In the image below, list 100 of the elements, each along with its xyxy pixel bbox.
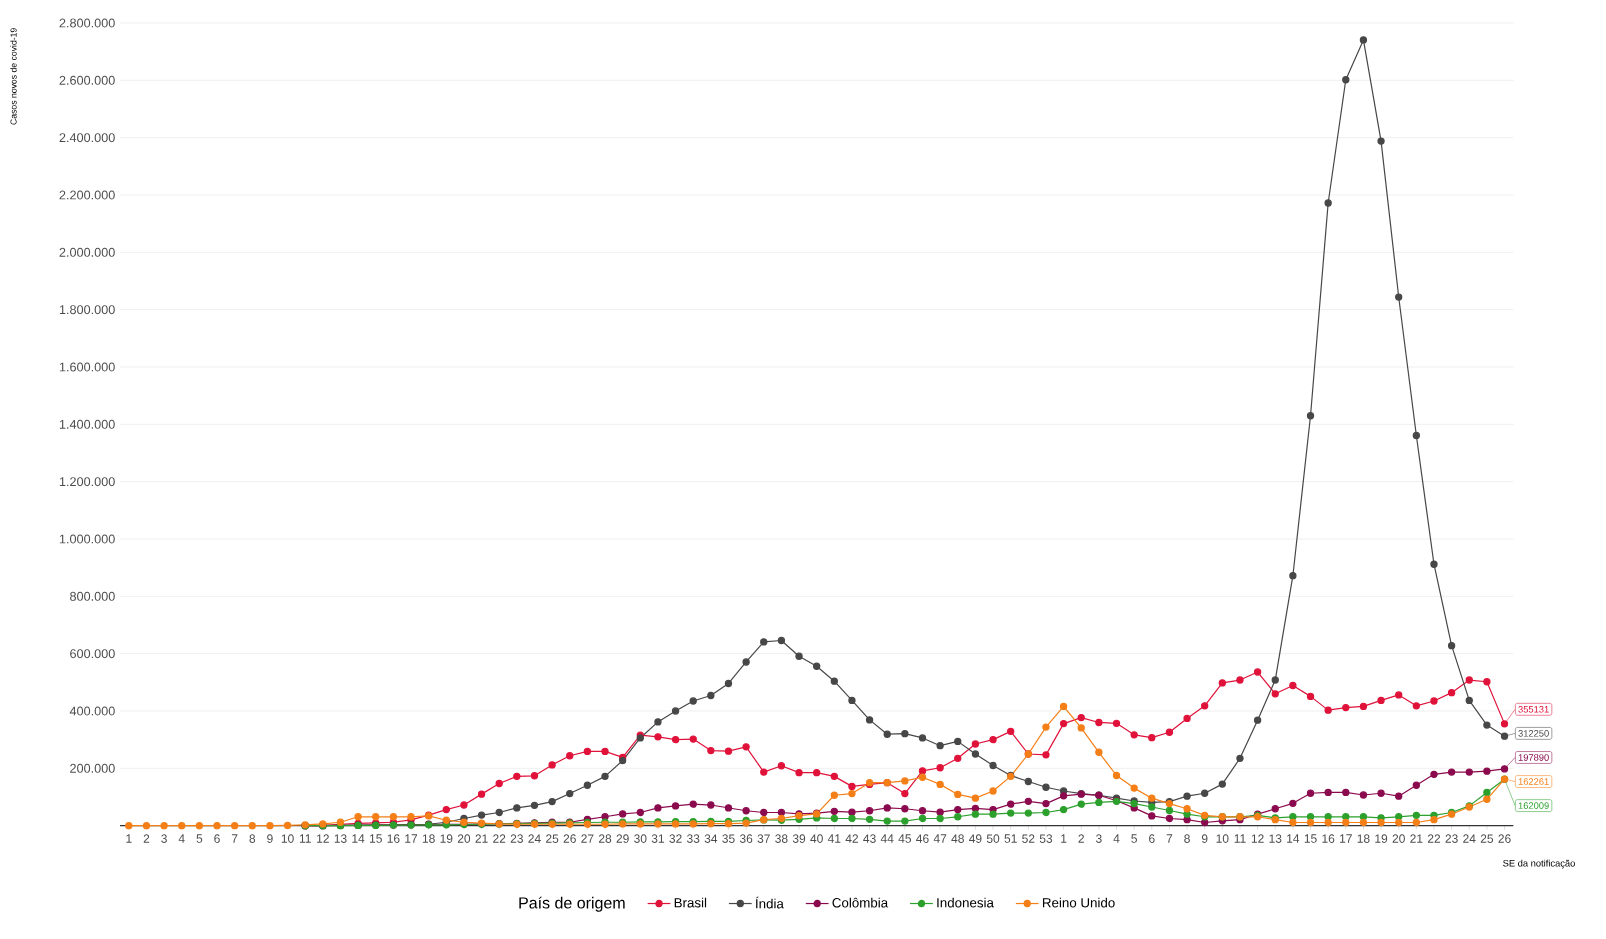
data-label: 355131 bbox=[1518, 706, 1549, 713]
y-tick-label: 200.000 bbox=[70, 763, 115, 773]
x-tick-label: 4 bbox=[178, 834, 185, 843]
x-tick-label: 22 bbox=[493, 834, 506, 843]
x-tick-label: 46 bbox=[916, 834, 929, 843]
x-tick-label: 40 bbox=[810, 834, 823, 843]
x-tick-label: 18 bbox=[1357, 834, 1370, 843]
x-tick-label: 18 bbox=[422, 834, 435, 843]
x-axis-title: SE da notificação bbox=[1503, 859, 1575, 869]
x-tick-label: 38 bbox=[775, 834, 788, 843]
y-tick-label: 1.000.000 bbox=[59, 534, 115, 544]
y-tick-label: 1.400.000 bbox=[59, 419, 115, 429]
x-tick-label: 36 bbox=[739, 834, 753, 843]
x-tick-label: 33 bbox=[687, 834, 700, 843]
x-tick-label: 39 bbox=[792, 834, 806, 843]
x-tick-label: 14 bbox=[352, 834, 365, 843]
x-tick-label: 2 bbox=[143, 834, 150, 843]
y-tick-label: 1.200.000 bbox=[59, 477, 115, 487]
x-tick-label: 37 bbox=[757, 834, 770, 843]
x-tick-label: 29 bbox=[616, 834, 629, 843]
x-tick-label: 17 bbox=[405, 834, 418, 843]
x-tick-label: 8 bbox=[249, 834, 256, 843]
data-label: 162261 bbox=[1518, 778, 1549, 785]
y-tick-label: 2.400.000 bbox=[59, 133, 115, 143]
x-tick-label: 19 bbox=[1375, 834, 1388, 843]
x-tick-label: 13 bbox=[1269, 834, 1282, 843]
x-tick-label: 34 bbox=[704, 834, 718, 843]
x-tick-label: 13 bbox=[334, 834, 347, 843]
legend-label: Índia bbox=[755, 896, 784, 909]
x-tick-label: 30 bbox=[634, 834, 647, 843]
x-tick-label: 5 bbox=[1131, 834, 1137, 843]
y-tick-label: 600.000 bbox=[70, 649, 115, 659]
x-tick-label: 44 bbox=[880, 834, 894, 843]
y-axis-title: Casos novos de covid-19 bbox=[10, 28, 17, 125]
x-tick-label: 47 bbox=[933, 834, 947, 843]
x-tick-label: 1 bbox=[126, 834, 132, 843]
legend-title: País de origem bbox=[519, 896, 625, 912]
x-tick-label: 1 bbox=[1061, 834, 1067, 843]
legend-label: Colômbia bbox=[832, 897, 889, 908]
x-tick-label: 10 bbox=[1216, 834, 1229, 843]
x-tick-label: 3 bbox=[1096, 834, 1102, 843]
x-tick-label: 10 bbox=[281, 834, 294, 843]
x-tick-label: 21 bbox=[1410, 834, 1423, 843]
x-tick-label: 41 bbox=[827, 834, 841, 843]
x-tick-label: 11 bbox=[299, 834, 311, 843]
x-tick-label: 25 bbox=[1480, 834, 1494, 843]
x-tick-label: 7 bbox=[1166, 834, 1173, 843]
y-tick-label: 2.000.000 bbox=[59, 247, 115, 257]
x-tick-label: 15 bbox=[369, 834, 382, 843]
x-tick-label: 12 bbox=[1251, 834, 1264, 843]
x-tick-label: 16 bbox=[1322, 834, 1335, 843]
x-tick-label: 23 bbox=[1445, 834, 1458, 843]
x-tick-label: 20 bbox=[1392, 834, 1405, 843]
x-tick-label: 11 bbox=[1234, 834, 1246, 843]
x-tick-label: 7 bbox=[231, 834, 238, 843]
x-tick-label: 42 bbox=[845, 834, 859, 843]
x-tick-label: 25 bbox=[546, 834, 559, 843]
x-tick-label: 21 bbox=[475, 834, 488, 843]
x-tick-label: 35 bbox=[722, 834, 735, 843]
data-label: 197890 bbox=[1518, 754, 1549, 761]
x-tick-label: 19 bbox=[440, 834, 453, 843]
y-tick-label: 2.800.000 bbox=[59, 18, 115, 28]
x-tick-label: 24 bbox=[528, 834, 541, 843]
x-tick-label: 12 bbox=[317, 834, 329, 843]
x-tick-label: 8 bbox=[1184, 834, 1190, 843]
y-tick-label: 1.800.000 bbox=[59, 305, 115, 315]
x-tick-label: 26 bbox=[563, 834, 576, 843]
x-tick-label: 9 bbox=[267, 834, 273, 843]
x-tick-label: 53 bbox=[1039, 834, 1053, 843]
x-tick-label: 23 bbox=[510, 834, 523, 843]
legend-label: Brasil bbox=[674, 897, 707, 908]
x-tick-label: 27 bbox=[581, 834, 594, 843]
x-tick-label: 48 bbox=[951, 834, 964, 843]
y-tick-label: 400.000 bbox=[69, 706, 115, 716]
x-tick-label: 32 bbox=[669, 834, 682, 843]
x-tick-label: 15 bbox=[1304, 834, 1317, 843]
x-tick-label: 4 bbox=[1113, 834, 1120, 843]
x-tick-label: 6 bbox=[1149, 834, 1155, 843]
legend-label: Reino Unido bbox=[1042, 897, 1115, 908]
x-tick-label: 16 bbox=[387, 834, 400, 843]
x-tick-label: 24 bbox=[1463, 834, 1476, 843]
x-tick-label: 50 bbox=[986, 834, 1000, 843]
data-label: 312250 bbox=[1518, 730, 1549, 737]
x-tick-label: 9 bbox=[1201, 834, 1208, 843]
x-tick-label: 31 bbox=[651, 834, 665, 843]
x-tick-label: 20 bbox=[457, 834, 471, 843]
x-tick-label: 2 bbox=[1078, 834, 1084, 843]
x-tick-label: 51 bbox=[1004, 834, 1017, 843]
x-tick-label: 3 bbox=[161, 834, 167, 843]
legend-label: Indonesia bbox=[937, 897, 994, 908]
y-tick-label: 2.600.000 bbox=[59, 75, 115, 85]
x-tick-label: 14 bbox=[1287, 834, 1300, 843]
y-tick-label: 2.200.000 bbox=[59, 190, 115, 200]
y-tick-label: 1.600.000 bbox=[59, 362, 115, 372]
x-tick-label: 6 bbox=[214, 834, 220, 843]
x-tick-label: 22 bbox=[1427, 834, 1441, 843]
x-tick-label: 45 bbox=[898, 834, 912, 843]
y-tick-label: 800.000 bbox=[70, 591, 115, 601]
x-tick-label: 5 bbox=[196, 834, 203, 843]
x-tick-label: 49 bbox=[969, 834, 982, 843]
